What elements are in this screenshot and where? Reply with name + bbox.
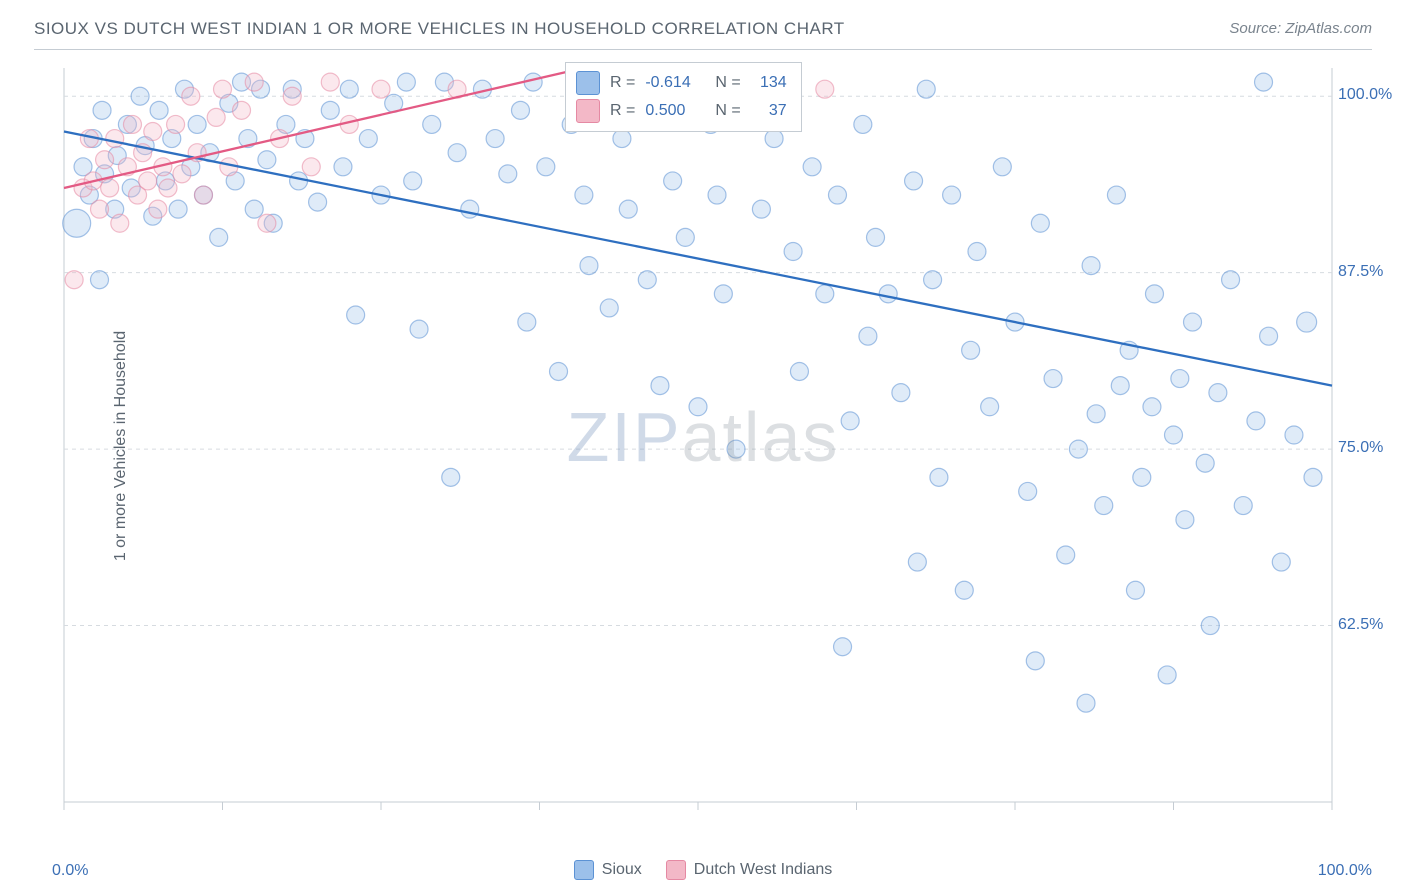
stats-row: R = 0.500 N = 37 (576, 97, 787, 125)
plot-area: 62.5%75.0%87.5%100.0% (52, 60, 1372, 830)
r-label: R = (610, 102, 635, 120)
legend-label: Dutch West Indians (694, 861, 832, 879)
series-swatch (576, 71, 600, 95)
scatter-plot-svg (52, 60, 1372, 830)
y-tick-label: 62.5% (1338, 616, 1383, 634)
source-citation: Source: ZipAtlas.com (1229, 20, 1372, 37)
r-label: R = (610, 74, 635, 92)
series-swatch (576, 99, 600, 123)
y-tick-label: 100.0% (1338, 86, 1392, 104)
n-label: N = (715, 74, 740, 92)
legend-swatch (574, 860, 594, 880)
header: SIOUX VS DUTCH WEST INDIAN 1 OR MORE VEH… (34, 18, 1372, 50)
y-tick-label: 75.0% (1338, 439, 1383, 457)
r-value: 0.500 (645, 102, 705, 120)
y-tick-label: 87.5% (1338, 263, 1383, 281)
legend-item: Sioux (574, 860, 642, 880)
stats-row: R = -0.614 N = 134 (576, 69, 787, 97)
chart-title: SIOUX VS DUTCH WEST INDIAN 1 OR MORE VEH… (34, 19, 845, 39)
n-value: 37 (751, 102, 787, 120)
legend-item: Dutch West Indians (666, 860, 832, 880)
bottom-legend: Sioux Dutch West Indians (0, 860, 1406, 880)
legend-swatch (666, 860, 686, 880)
correlation-stats-box: R = -0.614 N = 134 R = 0.500 N = 37 (565, 62, 802, 132)
n-value: 134 (751, 74, 787, 92)
r-value: -0.614 (645, 74, 705, 92)
legend-label: Sioux (602, 861, 642, 879)
n-label: N = (715, 102, 740, 120)
chart-container: SIOUX VS DUTCH WEST INDIAN 1 OR MORE VEH… (0, 0, 1406, 892)
